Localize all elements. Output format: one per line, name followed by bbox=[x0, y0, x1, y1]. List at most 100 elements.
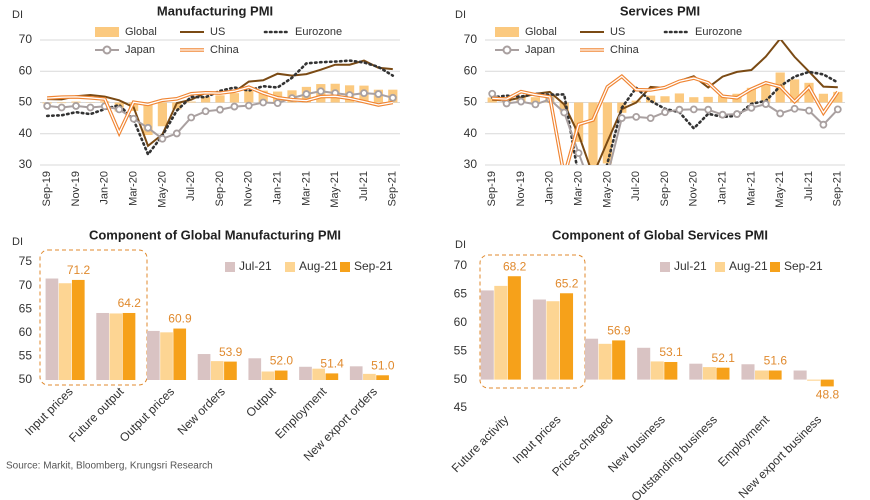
bar bbox=[804, 82, 814, 103]
bar bbox=[546, 301, 560, 380]
marker bbox=[172, 129, 181, 138]
chart-title: Services PMI bbox=[620, 3, 700, 18]
bar bbox=[716, 367, 730, 380]
bar bbox=[702, 367, 716, 380]
legend-label: China bbox=[610, 44, 640, 56]
marker bbox=[531, 100, 540, 109]
bar bbox=[186, 101, 196, 103]
bar bbox=[312, 368, 326, 380]
data-label: 65.2 bbox=[555, 276, 579, 290]
legend-label: US bbox=[210, 26, 225, 38]
y-tick-label: 70 bbox=[19, 278, 33, 292]
legend-label: Aug-21 bbox=[729, 259, 768, 273]
legend-label: Global bbox=[125, 26, 157, 38]
line bbox=[492, 73, 840, 165]
bar bbox=[818, 93, 829, 103]
marker bbox=[761, 100, 770, 108]
marker bbox=[360, 89, 368, 98]
y-tick-label: 75 bbox=[19, 254, 33, 268]
y-tick-label: 50 bbox=[19, 372, 33, 386]
bar bbox=[172, 102, 182, 110]
bar bbox=[703, 96, 713, 103]
bar bbox=[480, 290, 494, 380]
bar bbox=[229, 93, 240, 103]
legend-label: Eurozone bbox=[695, 26, 742, 38]
y-tick-label: 60 bbox=[454, 315, 468, 329]
legend-swatch bbox=[715, 262, 725, 272]
data-label: 52.0 bbox=[270, 354, 294, 368]
marker bbox=[704, 105, 713, 114]
bar bbox=[746, 87, 757, 103]
data-label: 71.2 bbox=[67, 263, 91, 277]
y-tick-label: 55 bbox=[454, 343, 468, 357]
marker bbox=[488, 89, 497, 98]
marker bbox=[675, 105, 684, 114]
legend-label: Japan bbox=[125, 44, 155, 56]
bar bbox=[645, 95, 656, 103]
bar bbox=[650, 361, 664, 380]
legend-swatch bbox=[225, 262, 235, 272]
x-tick-label: Mar-21 bbox=[745, 171, 757, 206]
legend-swatch bbox=[340, 262, 350, 272]
bar bbox=[689, 97, 699, 103]
bar bbox=[598, 343, 612, 380]
marker bbox=[646, 114, 655, 123]
bar bbox=[789, 79, 800, 103]
legend-label: Jul-21 bbox=[239, 259, 272, 273]
x-tick-label: Output bbox=[243, 384, 279, 420]
bar bbox=[258, 90, 268, 103]
bar bbox=[664, 361, 678, 380]
bar bbox=[612, 340, 626, 380]
x-tick-label: Sep-21 bbox=[387, 171, 399, 206]
bar bbox=[793, 370, 807, 380]
marker bbox=[244, 101, 253, 110]
data-label: 53.9 bbox=[219, 345, 243, 359]
legend-swatch bbox=[95, 27, 119, 37]
x-tick-label: Sep-20 bbox=[659, 171, 671, 206]
marker bbox=[259, 98, 268, 107]
data-label: 60.9 bbox=[168, 312, 192, 326]
bar bbox=[741, 364, 755, 380]
marker bbox=[230, 102, 239, 111]
bar bbox=[761, 82, 771, 103]
bar bbox=[197, 354, 211, 380]
marker bbox=[115, 105, 124, 114]
y-tick-label: 50 bbox=[19, 95, 33, 109]
bar bbox=[200, 96, 211, 103]
marker bbox=[790, 104, 799, 113]
bar bbox=[588, 102, 598, 165]
y-tick-label: 70 bbox=[19, 32, 33, 46]
data-label: 68.2 bbox=[503, 259, 527, 273]
legend-label: Sep-21 bbox=[354, 259, 393, 273]
x-tick-label: Mar-20 bbox=[573, 171, 585, 206]
marker bbox=[833, 105, 842, 114]
marker bbox=[689, 105, 698, 114]
legend-swatch bbox=[102, 45, 112, 55]
line-inner bbox=[492, 75, 839, 165]
legend-label: US bbox=[610, 26, 625, 38]
marker bbox=[86, 103, 95, 112]
y-tick-label: 60 bbox=[464, 63, 478, 77]
marker bbox=[560, 108, 569, 117]
marker bbox=[805, 106, 813, 115]
marker bbox=[316, 87, 325, 96]
bar bbox=[224, 361, 237, 380]
legend-swatch bbox=[770, 262, 780, 272]
legend-label: Eurozone bbox=[295, 26, 342, 38]
marker bbox=[129, 114, 138, 123]
x-tick-label: New orders bbox=[175, 384, 228, 437]
bar bbox=[807, 379, 821, 381]
y-tick-label: 55 bbox=[19, 349, 33, 363]
data-label: 53.1 bbox=[659, 345, 683, 359]
highlight-box bbox=[479, 254, 586, 389]
x-tick-label: Jul-21 bbox=[803, 171, 815, 201]
data-label: 51.6 bbox=[764, 354, 788, 368]
bar bbox=[768, 370, 782, 380]
legend-label: Jul-21 bbox=[674, 259, 707, 273]
bar bbox=[530, 97, 541, 103]
y-tick-label: 50 bbox=[464, 95, 478, 109]
marker bbox=[574, 149, 583, 158]
y-tick-label: 70 bbox=[464, 32, 478, 46]
bar bbox=[585, 338, 599, 380]
bar bbox=[349, 366, 363, 380]
